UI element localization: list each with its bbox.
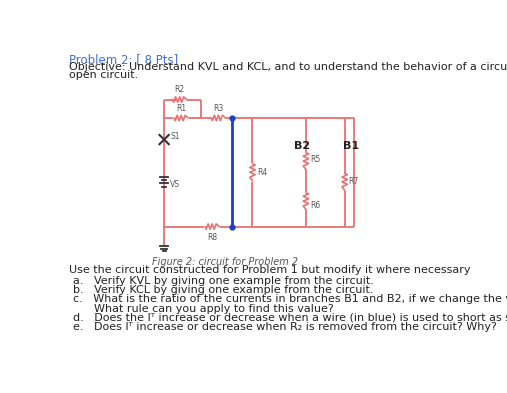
Text: B2: B2 bbox=[294, 141, 310, 151]
Text: B1: B1 bbox=[343, 141, 359, 151]
Text: a.   Verify KVL by giving one example from the circuit.: a. Verify KVL by giving one example from… bbox=[73, 276, 374, 286]
Text: R7: R7 bbox=[349, 177, 359, 186]
Text: b.   Verify KCL by giving one example from the circuit.: b. Verify KCL by giving one example from… bbox=[73, 285, 373, 295]
Text: Problem 2: [ 8 Pts]: Problem 2: [ 8 Pts] bbox=[69, 53, 178, 66]
Text: VS: VS bbox=[170, 180, 180, 189]
Text: R5: R5 bbox=[310, 155, 320, 164]
Text: What rule can you apply to find this value?: What rule can you apply to find this val… bbox=[73, 303, 334, 314]
Text: R1: R1 bbox=[176, 104, 186, 113]
Text: R4: R4 bbox=[257, 168, 267, 177]
Text: R3: R3 bbox=[213, 104, 224, 113]
Text: d.   Does the Iᵀ increase or decrease when a wire (in blue) is used to short as : d. Does the Iᵀ increase or decrease when… bbox=[73, 313, 507, 323]
Text: Objective: Understand KVL and KCL, and to understand the behavior of a circuit i: Objective: Understand KVL and KCL, and t… bbox=[69, 62, 507, 72]
Text: c.   What is the ratio of the currents in branches B1 and B2, if we change the v: c. What is the ratio of the currents in … bbox=[73, 294, 507, 304]
Text: R8: R8 bbox=[207, 233, 217, 242]
Text: e.   Does Iᵀ increase or decrease when R₂ is removed from the circuit? Why?: e. Does Iᵀ increase or decrease when R₂ … bbox=[73, 322, 496, 332]
Text: R6: R6 bbox=[310, 200, 320, 209]
Text: S1: S1 bbox=[170, 132, 180, 141]
Text: open circuit.: open circuit. bbox=[69, 70, 138, 80]
Text: Use the circuit constructed for Problem 1 but modify it where necessary: Use the circuit constructed for Problem … bbox=[69, 265, 470, 275]
Text: Figure 2: circuit for Problem 2: Figure 2: circuit for Problem 2 bbox=[153, 257, 299, 266]
Text: R2: R2 bbox=[174, 85, 185, 94]
